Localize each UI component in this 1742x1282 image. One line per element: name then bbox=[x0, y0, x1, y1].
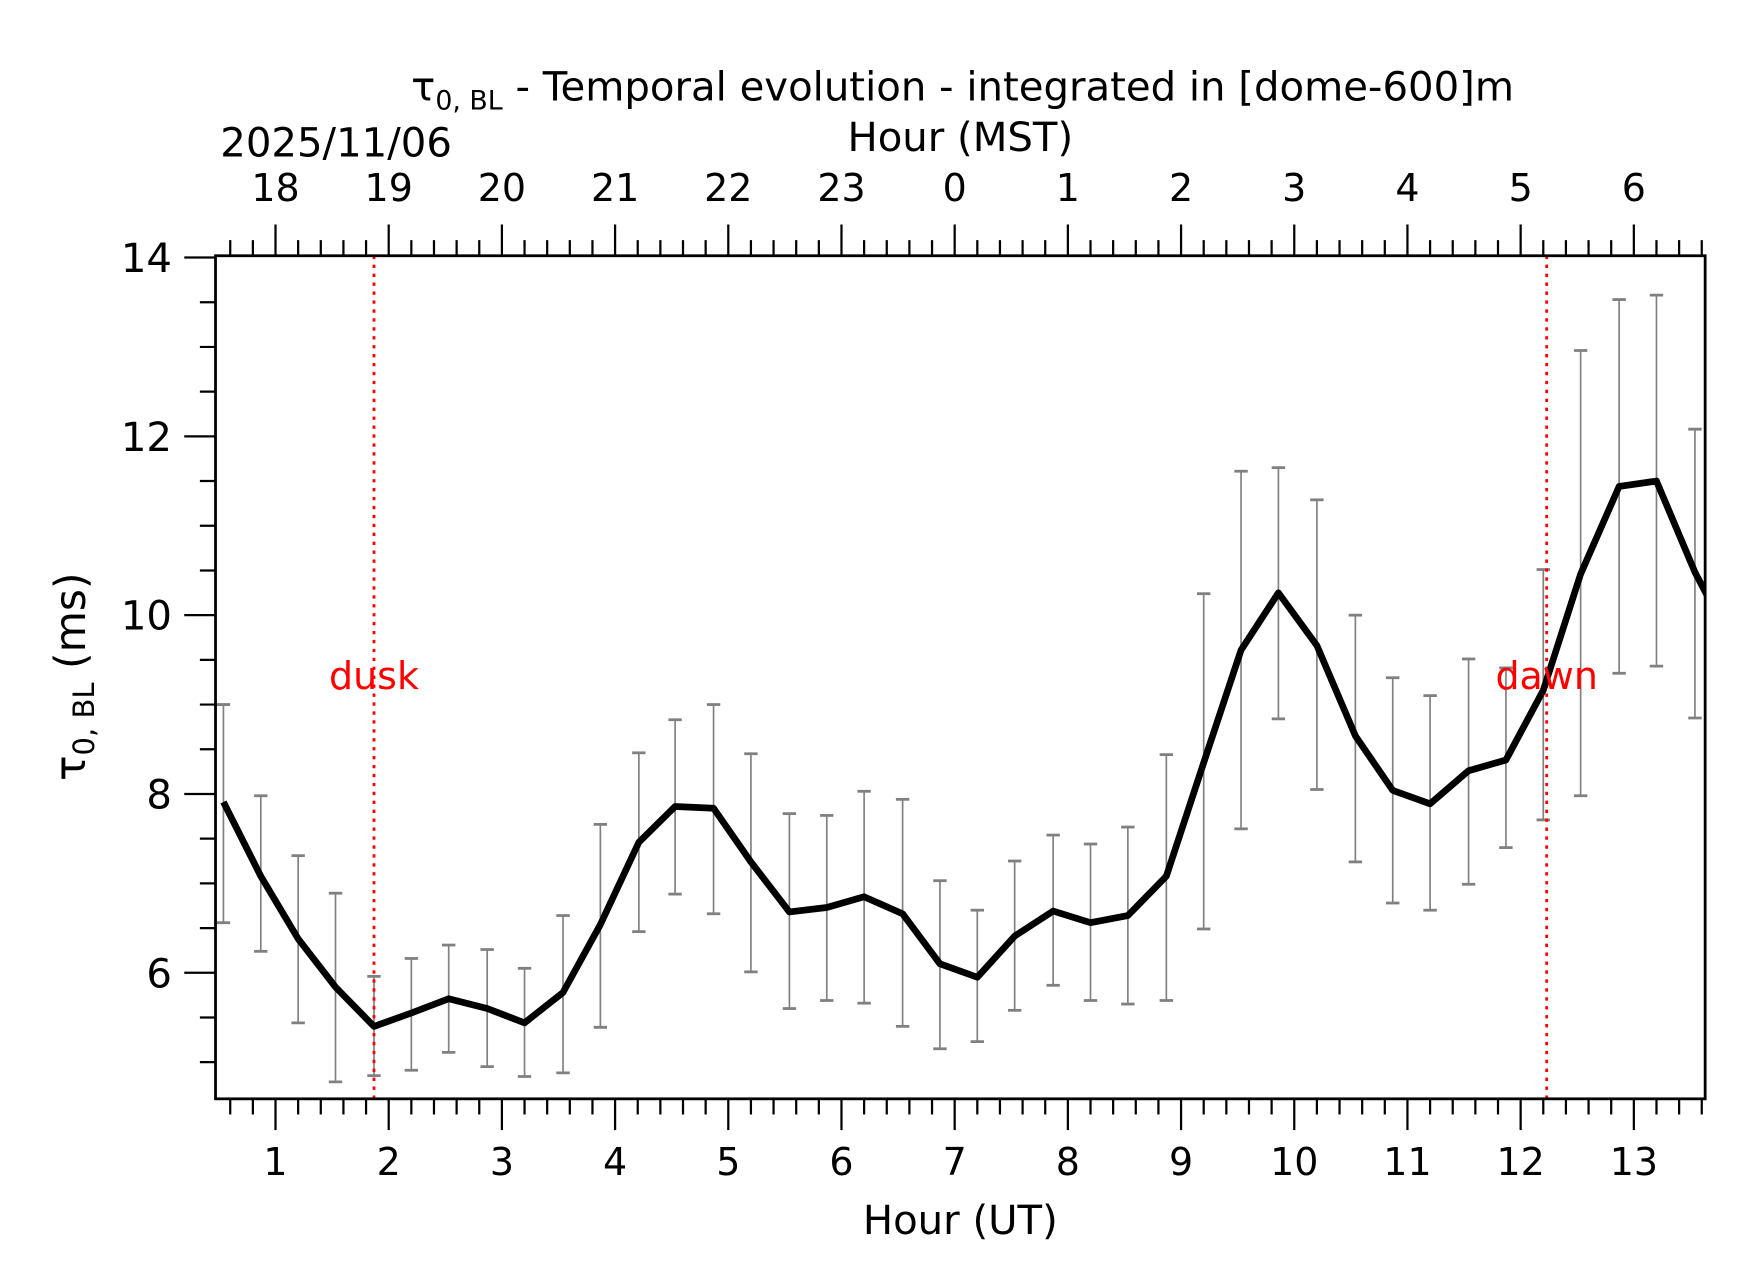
x-top-tick-label: 22 bbox=[704, 166, 752, 210]
x-top-tick-label: 1 bbox=[1056, 166, 1080, 210]
chart-title: τ0, BL - Temporal evolution - integrated… bbox=[411, 65, 1514, 117]
x-top-tick-label: 19 bbox=[365, 166, 413, 210]
y-tick-label: 6 bbox=[146, 951, 172, 997]
annotation-label-dusk: dusk bbox=[329, 654, 419, 698]
x-top-tick-label: 2 bbox=[1169, 166, 1193, 210]
x-tick-label: 8 bbox=[1056, 1140, 1080, 1184]
x-top-tick-label: 23 bbox=[817, 166, 865, 210]
date-label: 2025/11/06 bbox=[220, 120, 452, 166]
x-tick-label: 9 bbox=[1169, 1140, 1193, 1184]
y-tick-label: 10 bbox=[121, 594, 172, 640]
x-tick-label: 2 bbox=[377, 1140, 401, 1184]
y-tick-label: 12 bbox=[121, 415, 172, 461]
ylabel-symbol: τ bbox=[47, 755, 96, 781]
x-tick-label: 7 bbox=[943, 1140, 967, 1184]
x-top-tick-label: 5 bbox=[1509, 166, 1533, 210]
title-rest: - Temporal evolution - integrated in [do… bbox=[503, 65, 1514, 111]
x-axis-label: Hour (UT) bbox=[863, 1198, 1058, 1244]
x-tick-label: 12 bbox=[1496, 1140, 1544, 1184]
x-top-tick-label: 18 bbox=[251, 166, 299, 210]
x-top-axis-label: Hour (MST) bbox=[847, 115, 1073, 161]
x-top-tick-label: 21 bbox=[591, 166, 639, 210]
y-tick-label: 8 bbox=[146, 772, 172, 818]
x-top-tick-label: 4 bbox=[1395, 166, 1419, 210]
x-tick-label: 13 bbox=[1610, 1140, 1658, 1184]
plot-frame bbox=[214, 254, 1707, 1101]
x-tick-label: 1 bbox=[263, 1140, 287, 1184]
x-tick-label: 5 bbox=[716, 1140, 740, 1184]
annotation-label-dawn: dawn bbox=[1495, 654, 1597, 698]
title-subscript: 0, BL bbox=[435, 85, 502, 116]
ylabel-rest: (ms) bbox=[47, 572, 96, 682]
y-tick-label: 14 bbox=[121, 236, 172, 282]
x-tick-label: 10 bbox=[1270, 1140, 1318, 1184]
data-line bbox=[220, 477, 1706, 1030]
x-tick-label: 11 bbox=[1383, 1140, 1431, 1184]
x-top-tick-label: 20 bbox=[478, 166, 526, 210]
ylabel-subscript: 0, BL bbox=[67, 682, 101, 756]
x-tick-label: 4 bbox=[603, 1140, 627, 1184]
x-tick-label: 3 bbox=[490, 1140, 514, 1184]
x-top-tick-label: 6 bbox=[1622, 166, 1646, 210]
title-symbol: τ bbox=[411, 65, 435, 111]
x-tick-label: 6 bbox=[829, 1140, 853, 1184]
plot-area bbox=[216, 255, 1706, 1099]
x-top-tick-label: 0 bbox=[943, 166, 967, 210]
y-axis-label: τ0, BL (ms) bbox=[47, 572, 101, 781]
x-top-tick-label: 3 bbox=[1282, 166, 1306, 210]
